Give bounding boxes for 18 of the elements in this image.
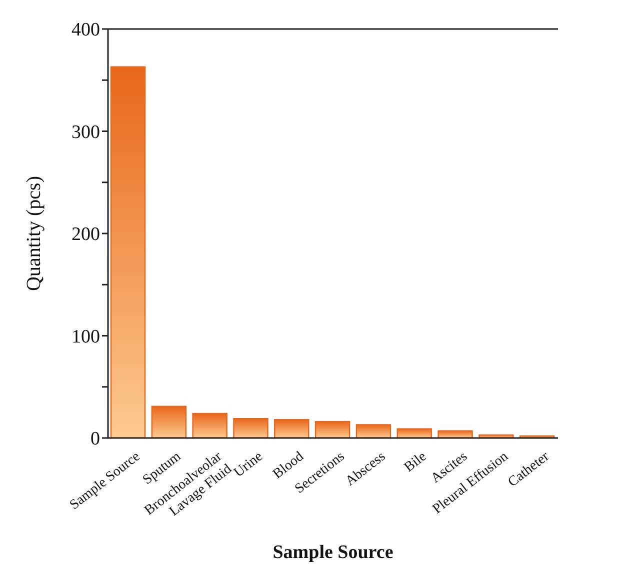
x-axis-title: Sample Source	[272, 542, 394, 563]
x-tick-label: Urine	[231, 449, 266, 481]
bar	[396, 428, 432, 438]
bar	[110, 66, 146, 438]
y-tick-label: 400	[72, 20, 100, 41]
bar	[274, 418, 310, 438]
bar	[314, 421, 350, 438]
bar	[192, 412, 228, 438]
x-tick-label: Bile	[402, 449, 430, 476]
y-tick-label: 100	[72, 326, 100, 348]
bar	[151, 406, 187, 438]
bar	[356, 424, 392, 438]
y-tick-label: 300	[72, 122, 100, 143]
y-tick-label: 200	[72, 224, 100, 246]
y-axis-title: Quantity (pcs)	[23, 176, 46, 291]
bar	[233, 418, 268, 438]
bar	[438, 430, 473, 438]
y-tick-label: 0	[90, 428, 100, 450]
